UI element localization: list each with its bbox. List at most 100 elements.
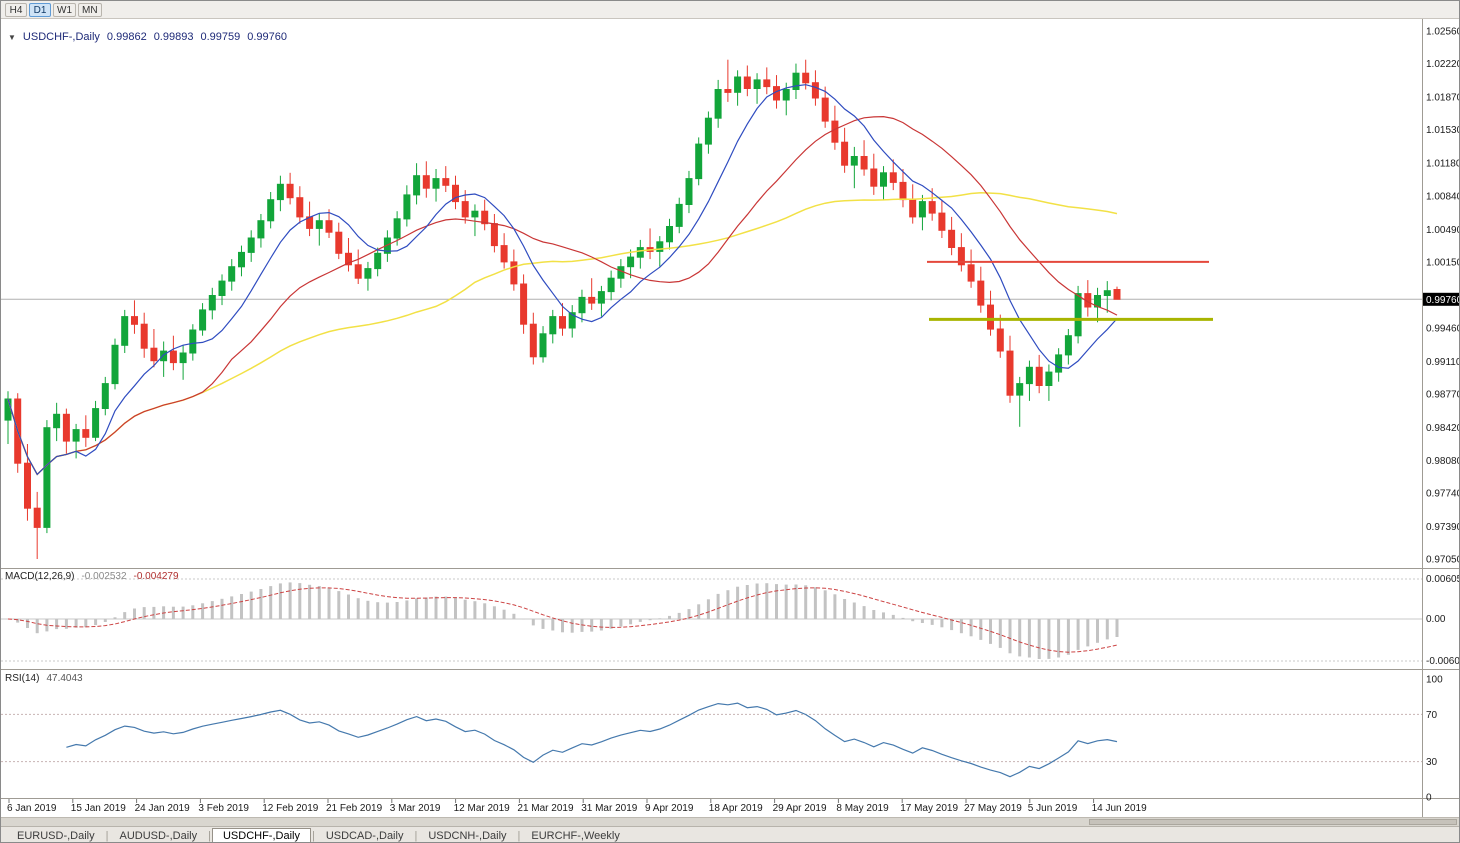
- candle: [160, 341, 168, 377]
- candle: [763, 67, 771, 95]
- svg-text:6 Jan 2019: 6 Jan 2019: [7, 803, 57, 814]
- chart-tab-usdcnh-daily[interactable]: USDCNH-,Daily: [428, 830, 507, 842]
- svg-text:0.99110: 0.99110: [1426, 357, 1460, 368]
- candle: [1045, 364, 1053, 401]
- candle: [238, 245, 245, 277]
- candle: [101, 376, 109, 416]
- timeframe-button-d1[interactable]: D1: [29, 2, 51, 17]
- ohlc-close: 0.99760: [247, 31, 287, 43]
- symbol-title: USDCHF-,Daily: [22, 31, 100, 43]
- candle: [568, 305, 576, 338]
- candle: [938, 199, 946, 238]
- candle: [1103, 281, 1111, 313]
- candle: [704, 111, 712, 154]
- chart-tab-eurchf-weekly[interactable]: EURCHF-,Weekly: [531, 830, 620, 842]
- chart-canvas[interactable]: 1.02560 1.02220 1.01870 1.01530 1.01180 1.008…: [1, 19, 1460, 817]
- chart-tab-usdcad-daily[interactable]: USDCAD-,Daily: [325, 830, 404, 842]
- horizontal-scrollbar[interactable]: [1, 817, 1459, 826]
- svg-text:12 Mar 2019: 12 Mar 2019: [454, 803, 511, 814]
- rsi-indicator-label: RSI(14) 47.4043: [5, 673, 83, 684]
- candle: [821, 86, 829, 128]
- candle: [345, 238, 352, 272]
- symbol-dropdown-icon[interactable]: ▼: [8, 32, 16, 42]
- svg-text:21 Feb 2019: 21 Feb 2019: [326, 803, 383, 814]
- candle: [860, 140, 868, 176]
- ohlc-high: 0.99893: [153, 31, 194, 43]
- candle: [169, 335, 177, 371]
- candle: [228, 259, 236, 291]
- svg-text:0.97390: 0.97390: [1426, 522, 1460, 533]
- candle: [247, 230, 255, 262]
- candle: [325, 209, 333, 238]
- svg-text:15 Jan 2019: 15 Jan 2019: [71, 803, 126, 814]
- svg-text:21 Mar 2019: 21 Mar 2019: [517, 803, 574, 814]
- timeframe-button-mn[interactable]: MN: [78, 2, 102, 17]
- svg-text:0.98770: 0.98770: [1426, 390, 1460, 401]
- candle: [977, 266, 985, 313]
- svg-text:8 May 2019: 8 May 2019: [836, 803, 889, 814]
- candle: [811, 70, 819, 106]
- candle: [957, 233, 965, 272]
- svg-text:0.98420: 0.98420: [1426, 423, 1460, 434]
- candle: [627, 249, 635, 279]
- candle: [656, 236, 664, 267]
- candle: [218, 274, 226, 306]
- candle: [539, 326, 547, 363]
- candle: [918, 194, 926, 231]
- macd-main-value: -0.002532: [81, 571, 127, 582]
- candle: [1055, 348, 1063, 382]
- timeframe-button-h4[interactable]: H4: [5, 2, 27, 17]
- candle: [870, 153, 878, 195]
- candle: [267, 192, 275, 229]
- candle: [208, 287, 216, 320]
- candle: [685, 170, 693, 214]
- svg-text:31 Mar 2019: 31 Mar 2019: [581, 803, 638, 814]
- candle: [374, 247, 382, 277]
- svg-text:9 Apr 2019: 9 Apr 2019: [645, 803, 694, 814]
- candle: [432, 169, 440, 202]
- svg-text:1.00490: 1.00490: [1426, 225, 1460, 236]
- svg-text:17 May 2019: 17 May 2019: [900, 803, 958, 814]
- candle: [72, 423, 80, 459]
- sma-mid-line: [7, 115, 1118, 476]
- rsi-axis-label: 0: [1426, 793, 1432, 804]
- svg-text:1.01180: 1.01180: [1426, 159, 1460, 170]
- candle: [675, 197, 683, 234]
- svg-text:0.97740: 0.97740: [1426, 488, 1460, 499]
- candle: [62, 408, 70, 454]
- candle: [967, 249, 975, 288]
- chart-tab-audusd-daily[interactable]: AUDUSD-,Daily: [119, 830, 198, 842]
- candle: [189, 324, 197, 361]
- candle: [131, 300, 138, 334]
- candle: [607, 270, 615, 301]
- svg-text:0.99460: 0.99460: [1426, 324, 1460, 335]
- chart-tab-eurusd-daily[interactable]: EURUSD-,Daily: [17, 830, 95, 842]
- svg-text:1.01870: 1.01870: [1426, 93, 1460, 104]
- scrollbar-thumb[interactable]: [1089, 819, 1457, 825]
- macd-name: MACD(12,26,9): [5, 571, 75, 582]
- candle: [257, 214, 265, 248]
- svg-text:0.98080: 0.98080: [1426, 456, 1460, 467]
- candle: [121, 309, 129, 353]
- timeframe-button-w1[interactable]: W1: [53, 2, 76, 17]
- rsi-axis-label: 30: [1426, 757, 1438, 768]
- candle: [43, 420, 51, 534]
- candle: [442, 166, 450, 192]
- candle: [296, 186, 304, 224]
- svg-text:14 Jun 2019: 14 Jun 2019: [1092, 803, 1147, 814]
- candle: [413, 163, 421, 205]
- candle: [461, 190, 469, 224]
- candlesticks: [4, 59, 1121, 559]
- candle: [111, 338, 119, 390]
- candle: [578, 289, 586, 323]
- tab-separator: |: [414, 830, 418, 842]
- macd-histogram: [16, 582, 1119, 659]
- candle: [354, 249, 362, 284]
- date-axis: 6 Jan 2019 15 Jan 2019 24 Jan 2019 3 Feb 20…: [7, 799, 1147, 814]
- ohlc-open: 0.99862: [106, 31, 147, 43]
- chart-tabs-bar: EURUSD-,Daily | AUDUSD-,Daily | USDCHF-,Dail…: [1, 826, 1459, 842]
- macd-axis-label: 0.00: [1426, 614, 1446, 625]
- rsi-line: [66, 702, 1118, 778]
- chart-tab-usdchf-daily[interactable]: USDCHF-,Daily: [211, 828, 311, 842]
